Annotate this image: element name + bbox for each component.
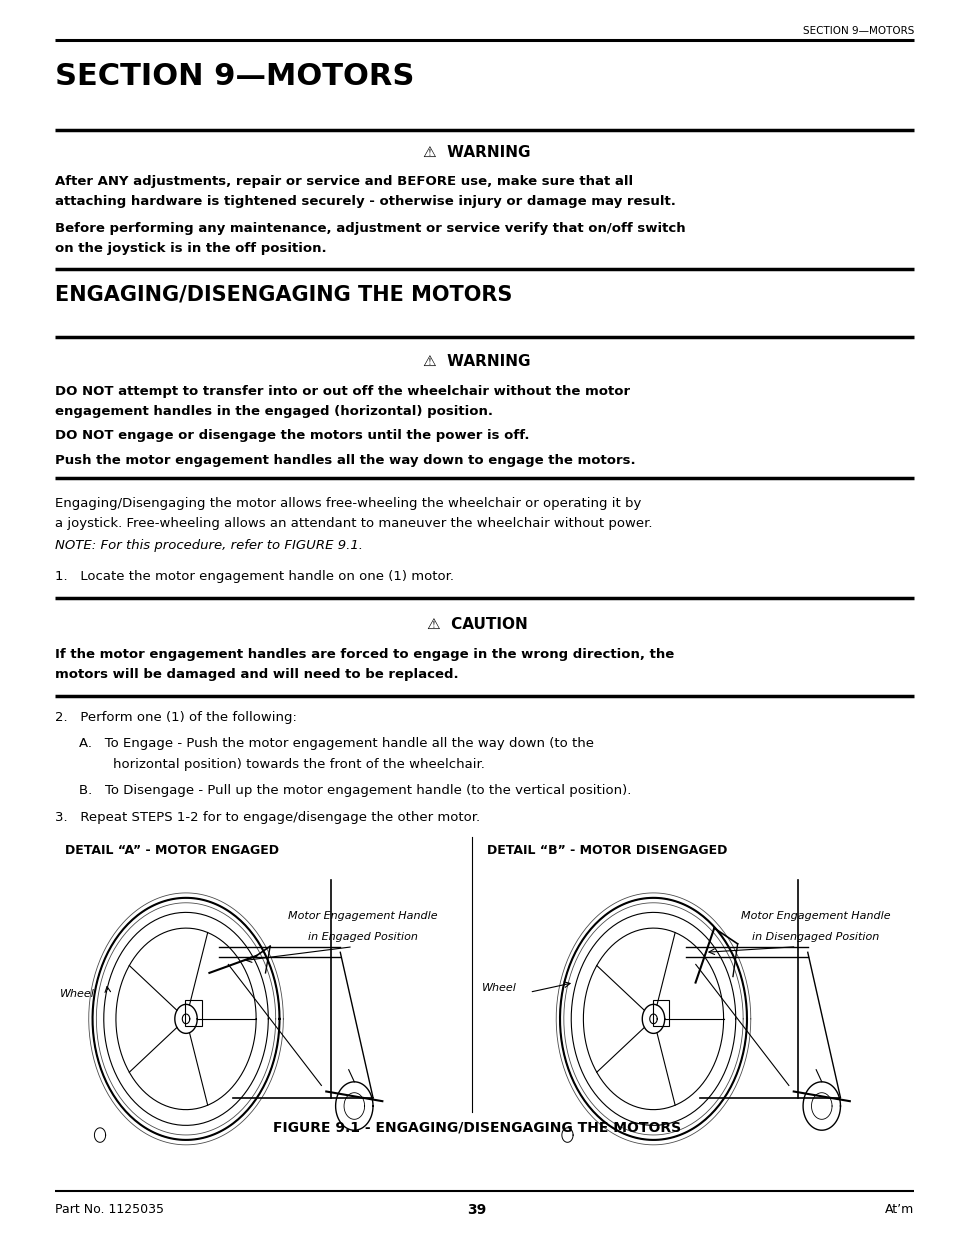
Text: DETAIL “B” - MOTOR DISENGAGED: DETAIL “B” - MOTOR DISENGAGED: [486, 844, 726, 857]
Text: 3.   Repeat STEPS 1-2 for to engage/disengage the other motor.: 3. Repeat STEPS 1-2 for to engage/diseng…: [55, 811, 480, 824]
Text: horizontal position) towards the front of the wheelchair.: horizontal position) towards the front o…: [79, 758, 484, 771]
Text: FIGURE 9.1 - ENGAGING/DISENGAGING THE MOTORS: FIGURE 9.1 - ENGAGING/DISENGAGING THE MO…: [273, 1120, 680, 1134]
Text: ⚠  WARNING: ⚠ WARNING: [423, 144, 530, 159]
Text: At’m: At’m: [883, 1203, 913, 1216]
Text: Push the motor engagement handles all the way down to engage the motors.: Push the motor engagement handles all th…: [55, 454, 636, 467]
Text: Part No. 1125035: Part No. 1125035: [55, 1203, 164, 1216]
Text: in Engaged Position: in Engaged Position: [307, 932, 417, 942]
Text: in Disengaged Position: in Disengaged Position: [751, 932, 879, 942]
Text: DO NOT engage or disengage the motors until the power is off.: DO NOT engage or disengage the motors un…: [55, 430, 529, 442]
Text: If the motor engagement handles are forced to engage in the wrong direction, the: If the motor engagement handles are forc…: [55, 648, 674, 661]
Text: SECTION 9—MOTORS: SECTION 9—MOTORS: [55, 62, 415, 90]
Text: Motor Engagement Handle: Motor Engagement Handle: [288, 911, 436, 921]
Text: 2.   Perform one (1) of the following:: 2. Perform one (1) of the following:: [55, 711, 297, 724]
Text: B.   To Disengage - Pull up the motor engagement handle (to the vertical positio: B. To Disengage - Pull up the motor enga…: [79, 784, 631, 798]
Text: ⚠  WARNING: ⚠ WARNING: [423, 354, 530, 369]
Text: on the joystick is in the off position.: on the joystick is in the off position.: [55, 242, 327, 256]
Text: After ANY adjustments, repair or service and BEFORE use, make sure that all: After ANY adjustments, repair or service…: [55, 175, 633, 188]
Text: SECTION 9—MOTORS: SECTION 9—MOTORS: [801, 26, 913, 36]
Text: 39: 39: [467, 1203, 486, 1216]
Text: Before performing any maintenance, adjustment or service verify that on/off swit: Before performing any maintenance, adjus…: [55, 222, 685, 235]
Bar: [185, 999, 202, 1026]
Text: NOTE: For this procedure, refer to FIGURE 9.1.: NOTE: For this procedure, refer to FIGUR…: [55, 540, 363, 552]
Text: a joystick. Free-wheeling allows an attendant to maneuver the wheelchair without: a joystick. Free-wheeling allows an atte…: [55, 517, 652, 530]
Text: DO NOT attempt to transfer into or out off the wheelchair without the motor: DO NOT attempt to transfer into or out o…: [55, 384, 630, 398]
Text: Wheel: Wheel: [60, 988, 95, 999]
Text: Motor Engagement Handle: Motor Engagement Handle: [740, 911, 889, 921]
Bar: [652, 999, 669, 1026]
Text: ⚠  CAUTION: ⚠ CAUTION: [426, 618, 527, 632]
Text: ENGAGING/DISENGAGING THE MOTORS: ENGAGING/DISENGAGING THE MOTORS: [55, 285, 512, 305]
Text: 1.   Locate the motor engagement handle on one (1) motor.: 1. Locate the motor engagement handle on…: [55, 569, 454, 583]
Text: Engaging/Disengaging the motor allows free-wheeling the wheelchair or operating : Engaging/Disengaging the motor allows fr…: [55, 496, 641, 510]
Text: attaching hardware is tightened securely - otherwise injury or damage may result: attaching hardware is tightened securely…: [55, 195, 676, 209]
Text: A.   To Engage - Push the motor engagement handle all the way down (to the: A. To Engage - Push the motor engagement…: [79, 737, 594, 751]
Text: engagement handles in the engaged (horizontal) position.: engagement handles in the engaged (horiz…: [55, 405, 493, 417]
Text: motors will be damaged and will need to be replaced.: motors will be damaged and will need to …: [55, 668, 458, 682]
Text: DETAIL “A” - MOTOR ENGAGED: DETAIL “A” - MOTOR ENGAGED: [65, 844, 278, 857]
Text: Wheel: Wheel: [481, 983, 517, 993]
